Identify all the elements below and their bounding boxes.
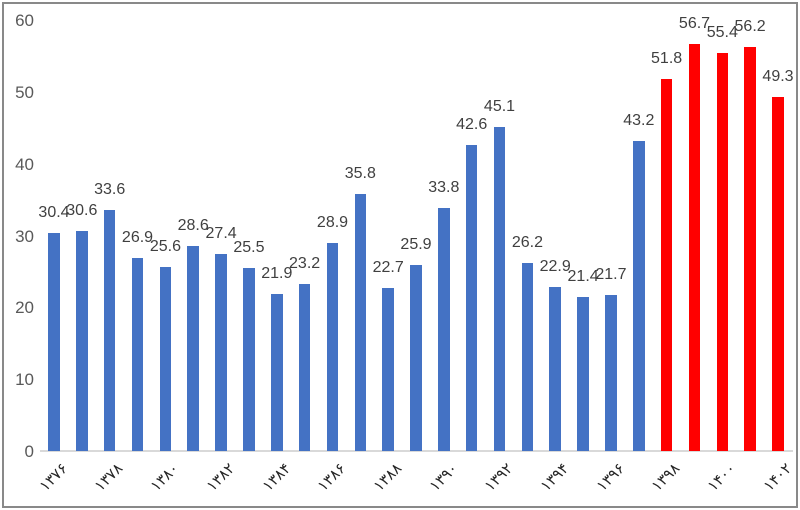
bar-1389 <box>410 265 422 451</box>
bar-1380 <box>159 267 172 451</box>
data-label-1391: 42.6 <box>456 116 488 133</box>
x-tick-1394: ۱۳۹۴ <box>536 459 573 495</box>
bar-1383 <box>243 267 255 451</box>
bar-1402 <box>772 96 784 451</box>
bar-1397 <box>633 140 645 451</box>
data-label-1383: 25.5 <box>233 238 265 256</box>
y-tick-40: 40 <box>15 154 34 174</box>
bar-1395 <box>577 297 589 451</box>
bar-1399 <box>688 43 701 451</box>
data-label-1376: 30.4 <box>38 203 70 221</box>
bar-1388 <box>382 287 394 451</box>
data-label-1392: 45.1 <box>483 98 516 115</box>
data-label-1393: 26.2 <box>511 233 543 251</box>
y-tick-30: 30 <box>15 226 34 246</box>
data-label-1385: 23.2 <box>289 255 321 273</box>
data-label-1400: 55.4 <box>706 24 738 42</box>
bar-1394 <box>549 286 561 451</box>
data-label-1401: 56.2 <box>734 18 766 36</box>
data-label-1389: 25.9 <box>400 236 432 253</box>
data-label-1388: 22.7 <box>372 258 404 276</box>
bar-1387 <box>354 193 367 451</box>
bar-1384 <box>271 293 283 451</box>
y-tick-50: 50 <box>15 82 34 102</box>
bar-1392 <box>493 127 506 451</box>
x-tick-1386: ۱۳۸۶ <box>313 459 350 495</box>
x-tick-1398: ۱۳۹۸ <box>648 459 684 495</box>
bar-1378 <box>103 209 116 451</box>
bar-1390 <box>438 208 450 451</box>
data-label-1397: 43.2 <box>623 111 655 129</box>
y-tick-60: 60 <box>15 11 34 30</box>
data-label-1386: 28.9 <box>316 214 349 232</box>
bar-1382 <box>215 254 227 451</box>
data-label-1379: 26.9 <box>121 228 154 246</box>
bar-1386 <box>326 243 339 451</box>
data-label-1402: 49.3 <box>762 67 794 85</box>
x-tick-1384: ۱۳۸۴ <box>258 459 294 495</box>
bar-1393 <box>521 262 534 451</box>
bar-1398 <box>660 78 673 451</box>
bar-1401 <box>744 47 756 451</box>
y-tick-20: 20 <box>15 298 34 318</box>
data-label-1380: 25.6 <box>149 238 181 256</box>
x-tick-1392: ۱۳۹۲ <box>480 459 517 495</box>
x-tick-1380: ۱۳۸۰ <box>146 459 183 495</box>
data-label-1382: 27.4 <box>205 225 237 243</box>
x-tick-1382: ۱۳۸۲ <box>202 459 239 495</box>
x-tick-1376: ۱۳۷۶ <box>35 459 72 495</box>
y-tick-0: 0 <box>24 442 34 461</box>
bar-1385 <box>298 284 311 451</box>
data-label-1387: 35.8 <box>344 164 376 182</box>
bar-1381 <box>187 245 199 451</box>
data-label-1378: 33.6 <box>94 180 126 198</box>
data-label-1384: 21.9 <box>261 264 293 282</box>
bar-1379 <box>131 257 144 451</box>
bar-1376 <box>48 232 60 451</box>
y-tick-10: 10 <box>15 370 34 390</box>
data-label-1398: 51.8 <box>651 49 683 67</box>
x-tick-1400: ۱۴۰۰ <box>703 459 740 495</box>
data-label-1394: 22.9 <box>539 257 571 275</box>
x-axis-line <box>40 450 793 452</box>
x-tick-1390: ۱۳۹۰ <box>425 459 461 495</box>
data-label-1377: 30.6 <box>66 202 98 220</box>
bar-1400 <box>716 53 729 451</box>
data-label-1395: 21.4 <box>567 268 599 286</box>
x-tick-1378: ۱۳۷۸ <box>91 459 127 495</box>
data-label-1396: 21.7 <box>595 266 627 284</box>
data-label-1399: 56.7 <box>678 14 711 32</box>
data-label-1381: 28.6 <box>177 216 209 234</box>
data-label-1390: 33.8 <box>428 179 460 197</box>
bar-1396 <box>605 295 617 451</box>
x-tick-1388: ۱۳۸۸ <box>369 459 406 495</box>
x-tick-1402: ۱۴۰۲ <box>759 459 796 495</box>
x-tick-1396: ۱۳۹۶ <box>592 459 628 495</box>
bar-1377 <box>76 231 88 451</box>
bar-1391 <box>465 145 478 451</box>
